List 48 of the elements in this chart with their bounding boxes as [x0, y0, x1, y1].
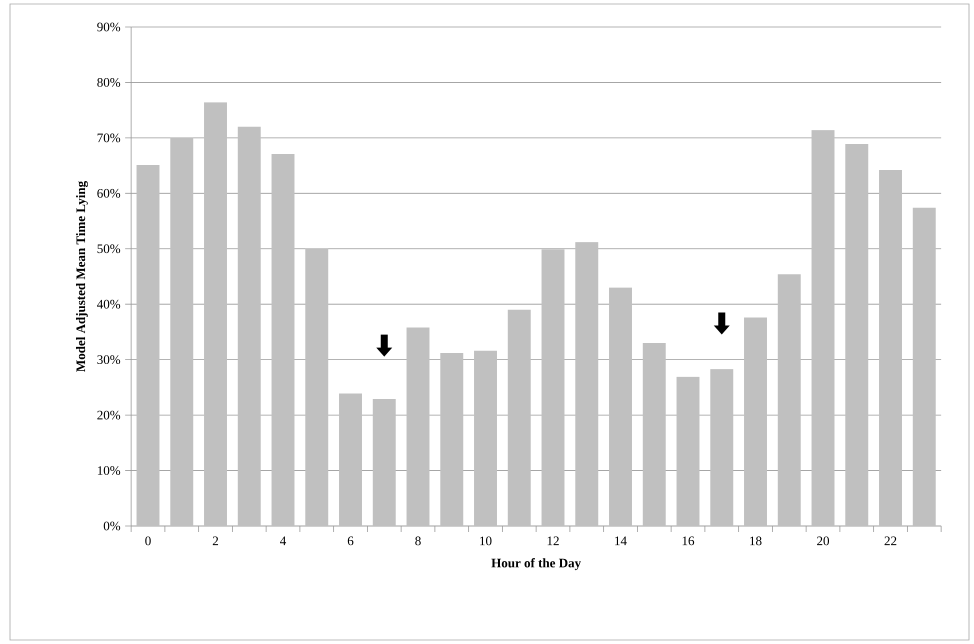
bar [372, 399, 396, 526]
y-tick-label: 10% [98, 466, 120, 475]
bar [406, 327, 430, 526]
y-tick-label: 40% [97, 300, 120, 309]
bar [305, 248, 328, 526]
bar [642, 343, 666, 526]
bar [845, 144, 868, 526]
bar [575, 242, 598, 526]
x-tick-label: 2 [212, 536, 218, 546]
x-tick-label: 12 [548, 536, 559, 546]
y-tick-label: 60% [97, 188, 120, 198]
bar [170, 138, 194, 526]
bar [778, 274, 801, 526]
bar [812, 130, 834, 526]
bar [710, 369, 734, 526]
x-tick-label: 4 [280, 536, 286, 546]
bar [676, 376, 700, 526]
x-tick-label: 8 [415, 536, 421, 546]
bar [508, 310, 531, 526]
bar [542, 249, 564, 526]
x-tick-label: 10 [480, 536, 492, 546]
x-tick-label: 0 [145, 536, 151, 546]
x-axis-title: Hour of the Day [491, 558, 581, 570]
bar [238, 126, 261, 526]
x-tick-label: 6 [348, 536, 354, 546]
bar [474, 350, 497, 526]
x-tick-label: 18 [750, 536, 762, 546]
x-tick-label: 16 [682, 536, 694, 546]
x-tick-label: 22 [884, 536, 896, 546]
bar [339, 393, 362, 526]
bar [272, 154, 294, 526]
y-tick-label: 0% [104, 522, 120, 530]
y-tick-label: 50% [98, 244, 120, 254]
bar [136, 165, 160, 526]
bar [440, 352, 464, 526]
y-tick-label: 90% [97, 22, 120, 32]
y-tick-label: 20% [97, 410, 120, 420]
x-tick-label: 14 [615, 536, 627, 546]
y-tick-label: 80% [97, 78, 120, 87]
bar [744, 318, 767, 526]
y-tick-label: 70% [98, 133, 120, 142]
y-tick-label: 30% [97, 355, 120, 364]
bar [879, 170, 902, 526]
bar [204, 102, 227, 526]
bar [609, 288, 632, 526]
x-tick-label: 20 [817, 536, 830, 546]
bar [912, 208, 936, 526]
y-axis-title: Model Adjusted Mean Time Lying [76, 181, 88, 372]
